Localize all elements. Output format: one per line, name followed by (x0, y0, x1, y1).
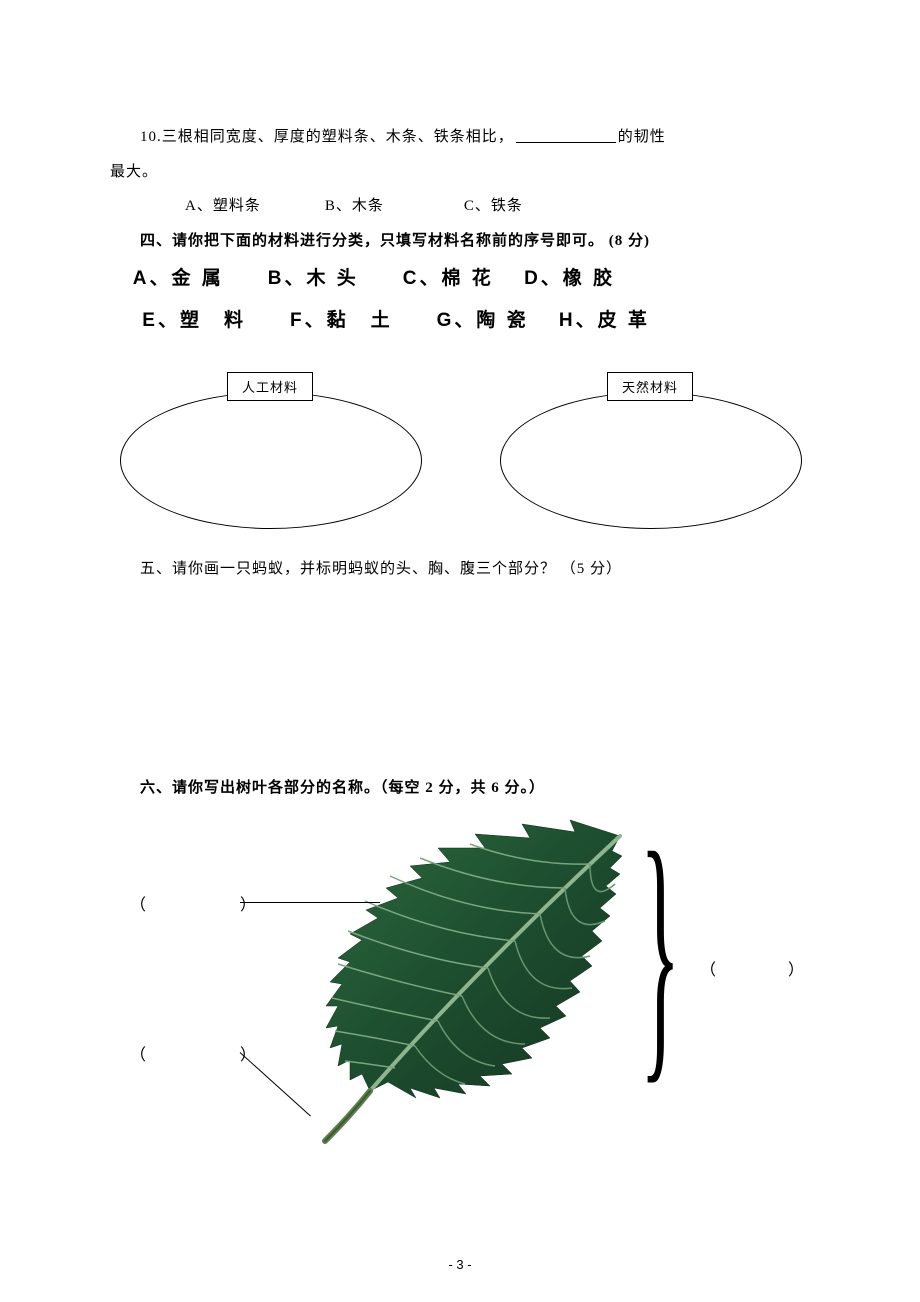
q4-instruction: 四、请你把下面的材料进行分类，只填写材料名称前的序号即可。 (8 分) (110, 224, 810, 259)
leaf-icon (270, 816, 640, 1146)
q10-blank[interactable] (516, 142, 616, 143)
q10-prefix: 10.三根相同宽度、厚度的塑料条、木条、铁条相比， (140, 129, 514, 145)
artificial-materials-box[interactable]: 人工材料 (120, 372, 420, 522)
q10-line2: 最大。 (110, 155, 810, 190)
q5-text: 五、请你画一只蚂蚁，并标明蚂蚁的头、胸、腹三个部分？ （5 分） (110, 552, 810, 587)
q10-line1: 10.三根相同宽度、厚度的塑料条、木条、铁条相比， 的韧性 (110, 120, 810, 155)
q6-text: 六、请你写出树叶各部分的名称。（每空 2 分，共 6 分。） (110, 771, 810, 806)
natural-label: 天然材料 (607, 372, 693, 401)
leader-line-1 (240, 902, 380, 903)
natural-materials-box[interactable]: 天然材料 (500, 372, 800, 522)
q4-materials-row1: A、金 属 B、木 头 C、棉 花 D、橡 胶 (110, 258, 810, 300)
artificial-label: 人工材料 (227, 372, 313, 401)
q5-drawing-area[interactable] (110, 586, 810, 766)
artificial-ellipse (120, 392, 422, 529)
q10-suffix: 的韧性 (618, 129, 666, 145)
q4-materials-row2: E、塑 料 F、黏 土 G、陶 瓷 H、皮 革 (110, 300, 810, 342)
leaf-blank-3[interactable]: （ ） (700, 956, 810, 980)
leaf-blank-2[interactable]: （ ） (130, 1041, 262, 1065)
natural-ellipse (500, 392, 802, 529)
classification-diagram: 人工材料 天然材料 (110, 372, 810, 522)
q10-choices: A、塑料条 B、木条 C、铁条 (110, 189, 810, 224)
leaf-blank-1[interactable]: （ ） (130, 891, 262, 915)
brace-icon: } (640, 811, 680, 1091)
leaf-figure: （ ） （ ） } （ ） (110, 816, 810, 1166)
page-number: - 3 - (0, 1257, 920, 1272)
